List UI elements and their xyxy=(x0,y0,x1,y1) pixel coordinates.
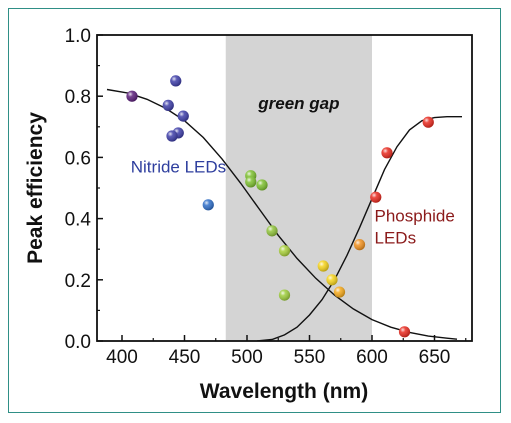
data-point-highlight xyxy=(370,191,382,203)
data-point-highlight xyxy=(166,130,178,142)
data-point-highlight xyxy=(266,225,278,237)
data-point-highlight xyxy=(381,147,393,159)
data-point-highlight xyxy=(326,274,338,286)
data-point-highlight xyxy=(177,110,189,122)
x-tick-label: 450 xyxy=(169,347,201,368)
data-point-highlight xyxy=(170,75,182,87)
data-point-highlight xyxy=(333,286,346,298)
y-axis-title: Peak efficiency xyxy=(24,112,47,264)
y-tick-label: 0.8 xyxy=(65,87,91,108)
data-point-highlight xyxy=(278,289,291,301)
green-gap-region xyxy=(225,35,372,341)
data-point-highlight xyxy=(245,176,257,188)
y-tick-label: 0.2 xyxy=(65,271,91,292)
data-point-highlight xyxy=(126,90,138,102)
green-gap-label: green gap xyxy=(257,94,339,113)
data-point-highlight xyxy=(317,260,329,272)
phosphide-leds-label: Phosphide LEDs xyxy=(375,207,455,248)
data-point-highlight xyxy=(398,326,411,338)
x-tick-label: 650 xyxy=(419,347,451,368)
x-tick-label: 500 xyxy=(231,347,263,368)
y-tick-label: 0.6 xyxy=(65,148,91,169)
data-point-highlight xyxy=(278,245,291,257)
nitride-leds-label: Nitride LEDs xyxy=(131,158,226,177)
y-tick-label: 1.0 xyxy=(65,26,91,47)
data-point-highlight xyxy=(422,116,434,128)
x-tick-label: 600 xyxy=(356,347,388,368)
data-point-highlight xyxy=(162,99,174,111)
data-point-highlight xyxy=(202,199,214,211)
data-point-highlight xyxy=(353,239,366,251)
x-tick-label: 400 xyxy=(106,347,138,368)
y-tick-label: 0.4 xyxy=(65,210,92,231)
data-point-highlight xyxy=(256,179,268,191)
y-tick-label: 0.0 xyxy=(65,332,91,353)
x-tick-label: 550 xyxy=(294,347,326,368)
x-axis-title: Wavelength (nm) xyxy=(200,380,368,403)
